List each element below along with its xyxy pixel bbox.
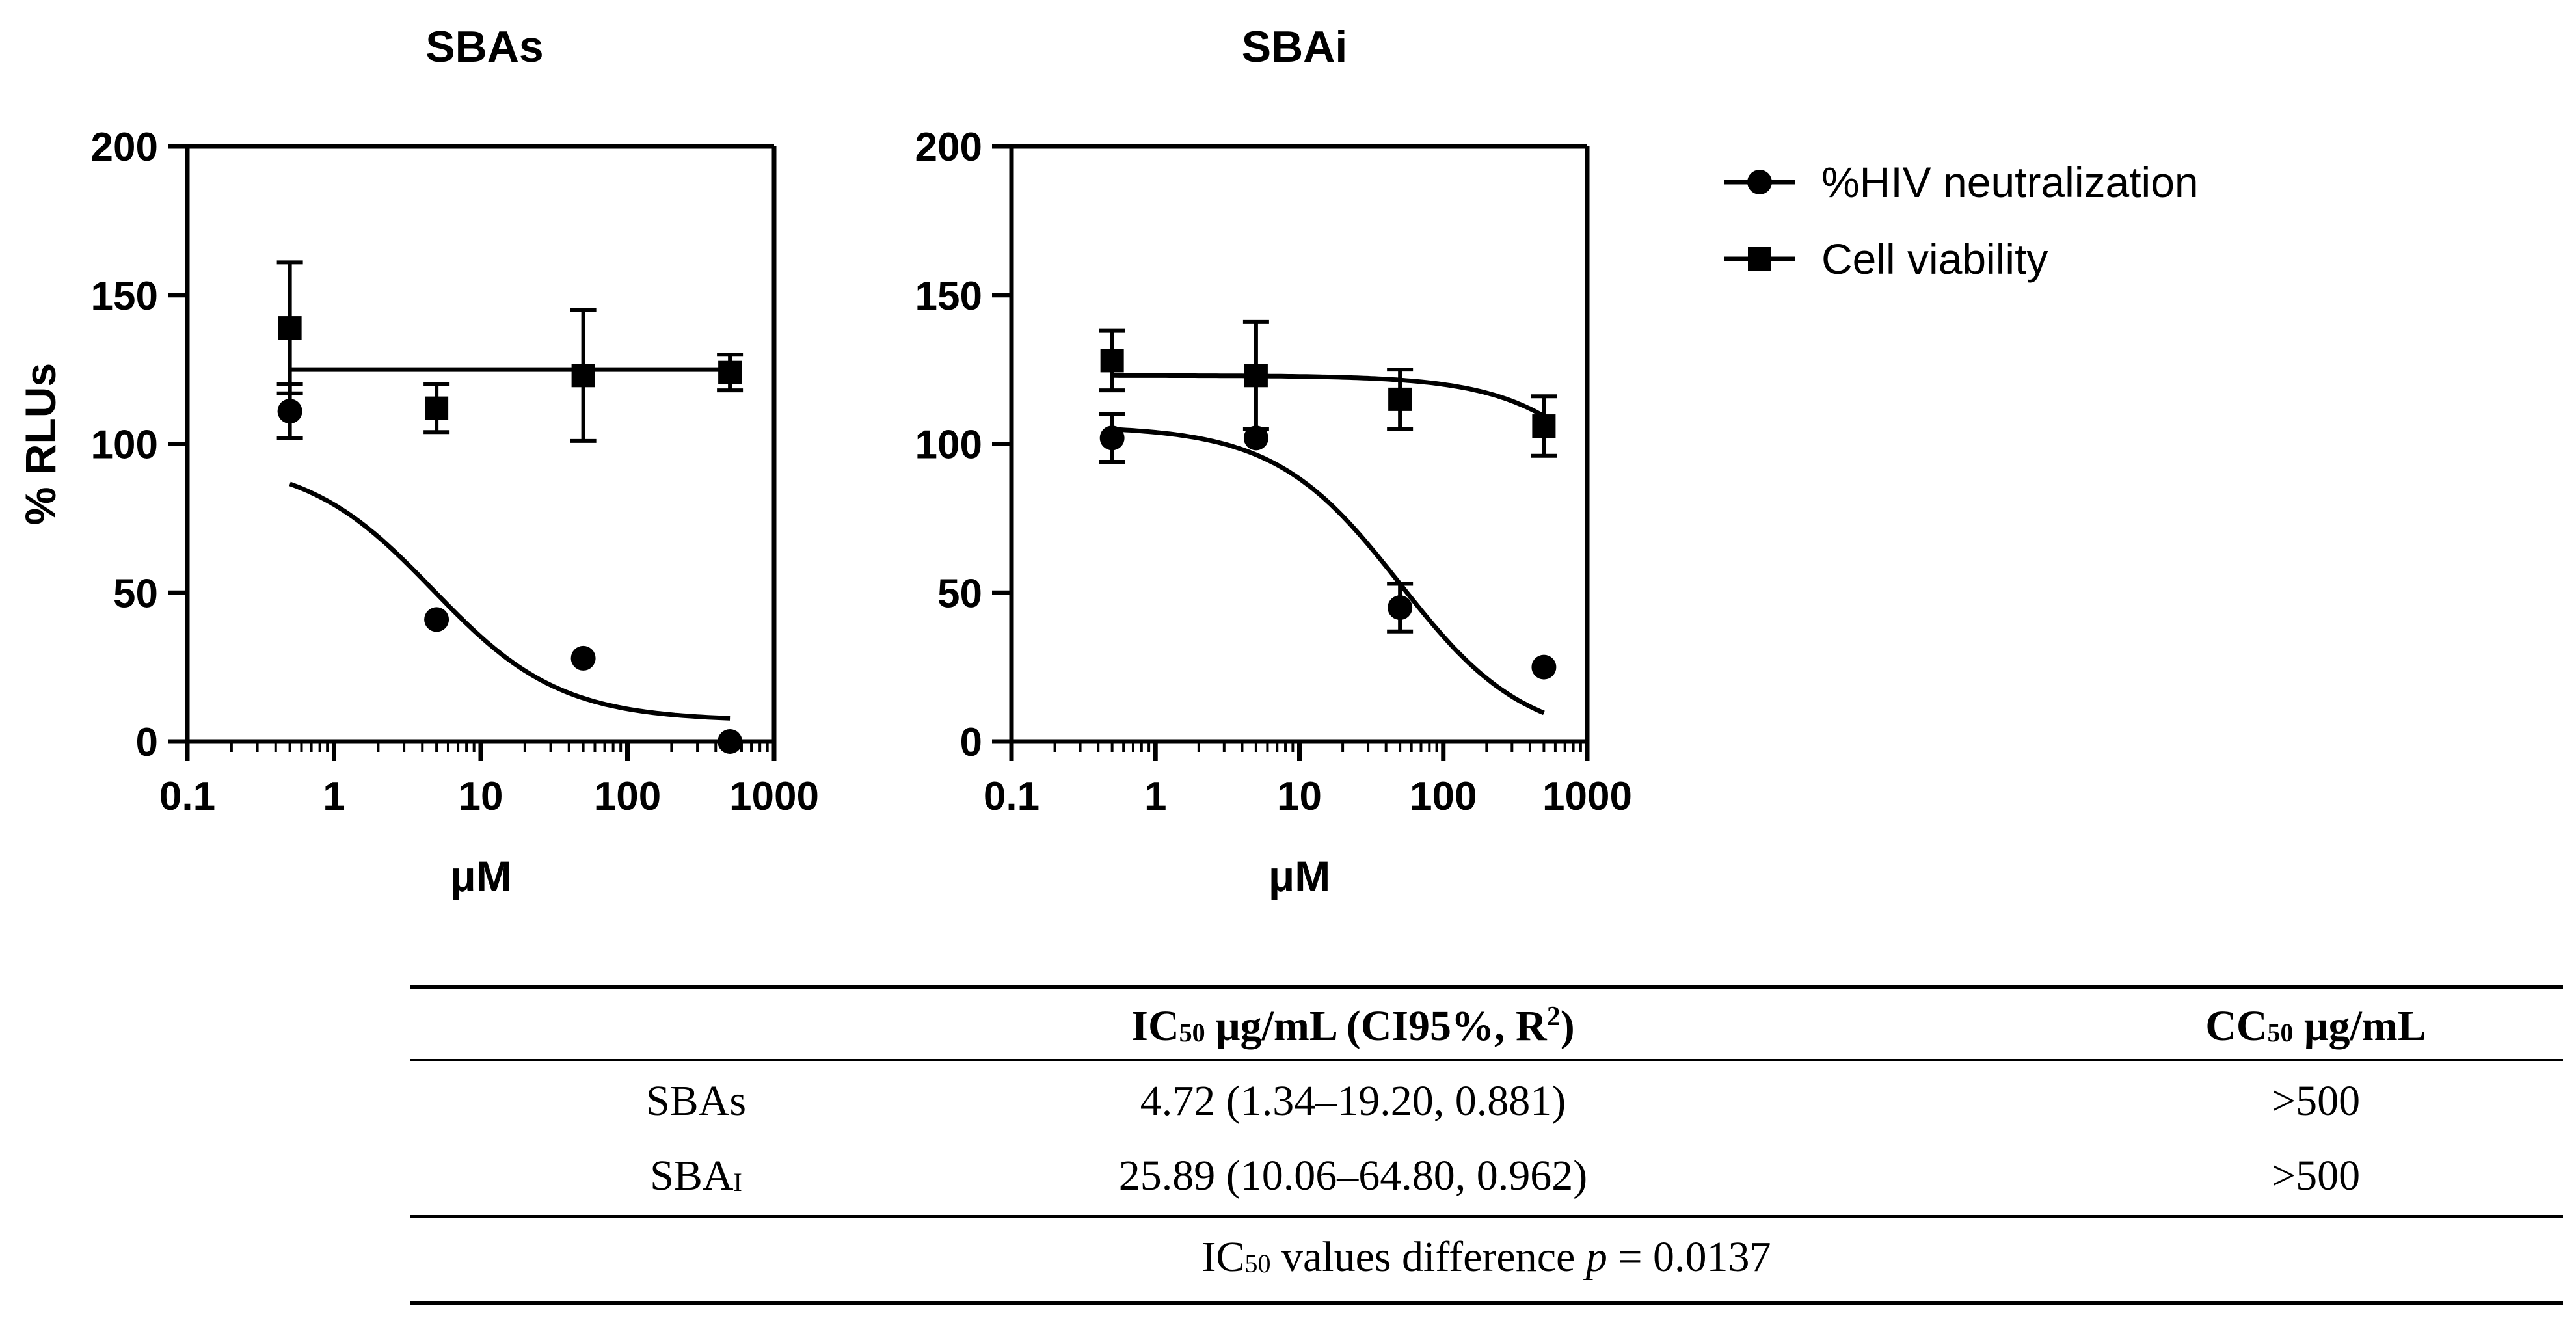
viability-point bbox=[425, 396, 449, 420]
row-name-main: SBAs bbox=[645, 1077, 747, 1125]
ic50-header-subscript: 50 bbox=[1179, 1018, 1205, 1047]
table-row-cc50-sbai: >500 bbox=[2271, 1152, 2361, 1199]
footer-suffix: = 0.0137 bbox=[1607, 1233, 1771, 1281]
table-header-ic50: IC50 μg/mL (CI95%, R2) bbox=[982, 1002, 1724, 1051]
legend-label-hiv-neutralization: %HIV neutralization bbox=[1821, 158, 2199, 206]
y-tick-label: 50 bbox=[113, 571, 158, 616]
viability-point bbox=[1532, 414, 1556, 438]
neutralization-fit-curve bbox=[289, 481, 731, 721]
table-footer-note: IC50 values difference p = 0.0137 bbox=[410, 1233, 2563, 1282]
y-tick-label: 100 bbox=[915, 423, 982, 468]
table-row-cc50-sbas: >500 bbox=[2271, 1077, 2361, 1125]
viability-fit-curve bbox=[1112, 373, 1546, 418]
neutralization-point bbox=[718, 729, 743, 754]
legend-square-marker-icon bbox=[1724, 247, 1795, 271]
legend-item-hiv-neutralization: %HIV neutralization bbox=[1717, 150, 2238, 215]
chart-legend: %HIV neutralization Cell viability bbox=[1717, 150, 2238, 306]
neutralization-point bbox=[1243, 425, 1268, 451]
footer-subscript: 50 bbox=[1244, 1249, 1271, 1278]
table-bottom-rule bbox=[410, 1301, 2563, 1305]
y-tick-label: 100 bbox=[91, 423, 158, 468]
x-tick-label: 1 bbox=[1144, 774, 1166, 819]
chart-title: SBAi bbox=[1242, 22, 1347, 72]
x-tick-label: 1000 bbox=[729, 774, 819, 819]
chart-sbai: SBAi 0 50 100 150 200 0.1 1 10 100 1000 μM bbox=[915, 22, 1632, 900]
neutralization-point bbox=[1099, 425, 1125, 451]
y-tick-label: 50 bbox=[937, 571, 982, 616]
cc50-header-subscript: 50 bbox=[2267, 1018, 2294, 1047]
viability-point bbox=[571, 364, 595, 388]
y-tick-label: 0 bbox=[960, 720, 982, 765]
table-top-rule bbox=[410, 985, 2563, 989]
x-tick-label: 1 bbox=[323, 774, 345, 819]
cc50-header-suffix: μg/mL bbox=[2293, 1002, 2426, 1050]
viability-point bbox=[718, 360, 742, 384]
cc50-header-prefix: CC bbox=[2205, 1002, 2268, 1050]
viability-point bbox=[1388, 387, 1412, 411]
table-header-cc50: CC50 μg/mL bbox=[2095, 1002, 2537, 1051]
ic50-header-superscript: 2 bbox=[1546, 1002, 1561, 1032]
row-name-main: SBA bbox=[650, 1152, 734, 1199]
neutralization-point bbox=[1531, 654, 1557, 680]
neutralization-point bbox=[277, 399, 302, 424]
table-row-name-sbai: SBAI bbox=[410, 1151, 982, 1201]
viability-point bbox=[278, 316, 302, 340]
x-tick-label: 10 bbox=[459, 774, 503, 819]
y-tick-label: 0 bbox=[136, 720, 158, 765]
table-row-ic50-sbai: 25.89 (10.06–64.80, 0.962) bbox=[1118, 1152, 1588, 1199]
row-name-subscript: I bbox=[733, 1168, 742, 1197]
ic50-header-suffix: ) bbox=[1560, 1002, 1575, 1050]
legend-item-cell-viability: Cell viability bbox=[1717, 226, 2238, 291]
neutralization-point bbox=[424, 607, 449, 632]
footer-prefix: IC bbox=[1201, 1233, 1245, 1281]
table-row-ic50-sbas: 4.72 (1.34–19.20, 0.881) bbox=[1140, 1077, 1566, 1125]
viability-point bbox=[1244, 364, 1268, 388]
y-tick-label: 200 bbox=[91, 125, 158, 170]
legend-label-cell-viability: Cell viability bbox=[1821, 235, 2048, 283]
neutralization-point bbox=[1388, 595, 1413, 621]
viability-point bbox=[1100, 349, 1124, 373]
table-header-rule bbox=[410, 1059, 2563, 1061]
chart-title: SBAs bbox=[425, 22, 543, 72]
table-row-name-sbas: SBAs bbox=[410, 1077, 982, 1126]
x-tick-label: 0.1 bbox=[984, 774, 1040, 819]
table-footer-rule bbox=[410, 1215, 2563, 1218]
x-tick-label: 1000 bbox=[1542, 774, 1632, 819]
ic50-header-prefix: IC bbox=[1131, 1002, 1179, 1050]
y-tick-label: 200 bbox=[915, 125, 982, 170]
x-tick-label: 100 bbox=[594, 774, 661, 819]
x-tick-label: 100 bbox=[1410, 774, 1477, 819]
footer-middle: values difference bbox=[1270, 1233, 1586, 1281]
x-tick-label: 10 bbox=[1277, 774, 1322, 819]
y-axis-label: % RLUs bbox=[16, 363, 64, 525]
y-tick-label: 150 bbox=[91, 274, 158, 319]
chart-sbas: SBAs 0 50 100 150 200 0.1 1 10 100 1000 μM % RLUs bbox=[16, 22, 819, 900]
y-tick-label: 150 bbox=[915, 274, 982, 319]
neutralization-fit-curve bbox=[1112, 427, 1545, 716]
x-tick-label: 0.1 bbox=[159, 774, 215, 819]
ic50-header-middle: μg/mL (CI95%, R bbox=[1205, 1002, 1547, 1050]
neutralization-point bbox=[570, 645, 596, 671]
footer-p-symbol: p bbox=[1585, 1233, 1607, 1281]
x-axis-label: μM bbox=[449, 852, 511, 900]
x-axis-label: μM bbox=[1268, 852, 1330, 900]
legend-circle-marker-icon bbox=[1724, 170, 1795, 194]
